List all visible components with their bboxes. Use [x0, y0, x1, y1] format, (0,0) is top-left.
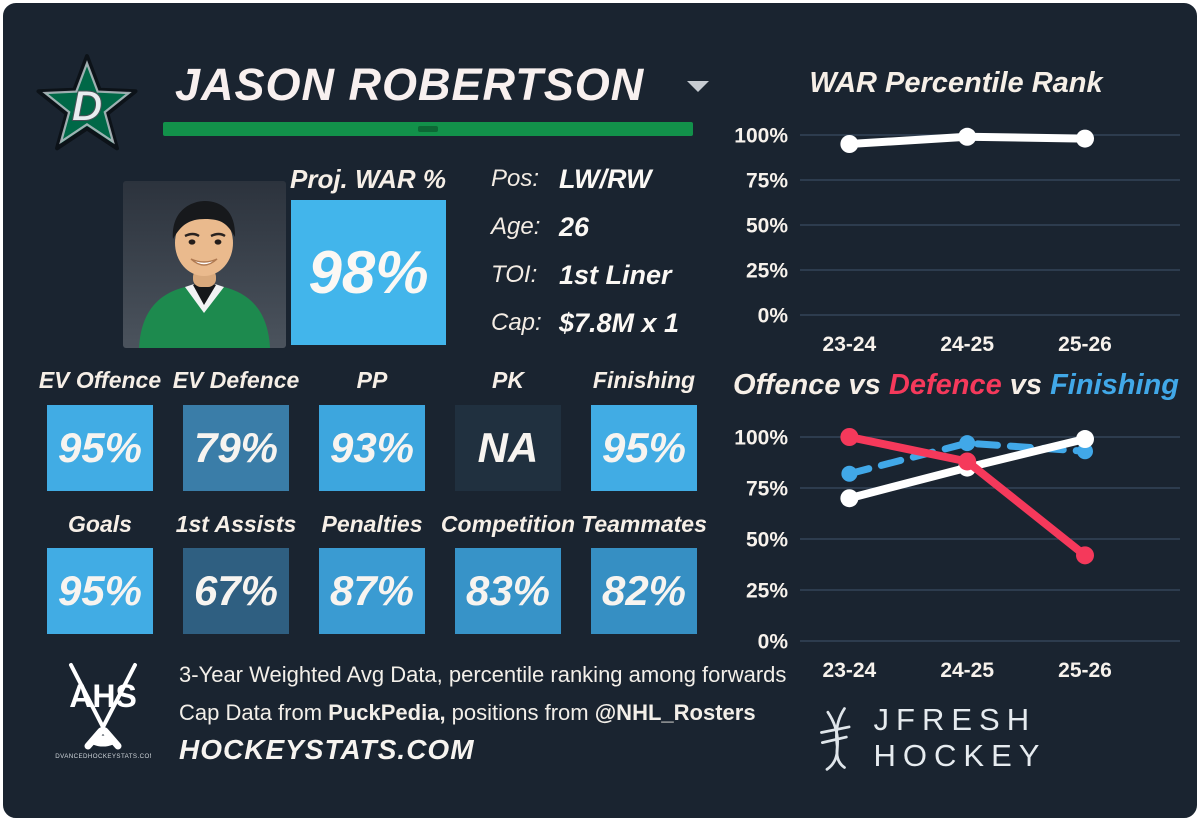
stat-box-competition: 83% [455, 548, 561, 634]
odf-chart-plot: 100% 75% 50% 25% 0% 23-24 24-25 25-26 [734, 427, 1180, 682]
stat-label-finishing: Finishing [592, 367, 696, 393]
stat-box-teammates: 82% [591, 548, 697, 634]
svg-text:25%: 25% [746, 260, 788, 283]
ahs-caption: ADVANCEDHOCKEYSTATS.COM [55, 753, 151, 760]
jfresh-logo: JFRESH HOCKEY [815, 699, 1197, 777]
stat-value: 87% [329, 567, 415, 614]
player-photo [123, 181, 286, 348]
stat-value: 95% [57, 424, 143, 471]
stat-value: 95% [601, 424, 687, 471]
chevron-down-icon[interactable] [687, 81, 709, 92]
bar-handle [418, 126, 438, 132]
proj-war-label: Proj. WAR % [289, 164, 446, 194]
svg-text:25-26: 25-26 [1058, 333, 1112, 356]
pos-label: Pos: [491, 165, 540, 192]
stat-value: 82% [601, 567, 687, 614]
stat-box-ev-offence: 95% [47, 405, 153, 491]
stat-value: 93% [329, 424, 415, 471]
stat-box-finishing: 95% [591, 405, 697, 491]
svg-text:50%: 50% [746, 529, 788, 552]
hockeystats-link[interactable]: HOCKEYSTATS.COM [179, 734, 475, 765]
proj-war-value: 98% [308, 239, 429, 306]
svg-text:0%: 0% [758, 631, 789, 654]
war-chart-title: WAR Percentile Rank [809, 67, 1103, 99]
ahs-logo: AHS ADVANCEDHOCKEYSTATS.COM [55, 663, 151, 760]
svg-text:100%: 100% [734, 427, 788, 450]
cap-label: Cap: [491, 309, 542, 336]
svg-text:24-25: 24-25 [940, 333, 994, 356]
stat-label-pp: PP [356, 367, 388, 393]
stat-label-1st-assists: 1st Assists [175, 511, 297, 537]
stat-box-ev-defence: 79% [183, 405, 289, 491]
toi-value: 1st Liner [559, 259, 672, 290]
svg-text:100%: 100% [734, 125, 788, 148]
age-value: 26 [559, 211, 590, 242]
stat-label-competition: Competition [440, 511, 576, 537]
war-percentile-chart: WAR Percentile Rank 100% 75% 50% 25% 0% 23-24… [725, 67, 1187, 363]
info-row-age: Age: 26 [491, 209, 721, 245]
stat-label-goals: Goals [68, 511, 132, 537]
svg-text:D: D [72, 82, 103, 130]
svg-text:75%: 75% [746, 478, 788, 501]
stat-value: 95% [57, 567, 143, 614]
stat-value: 79% [193, 424, 279, 471]
svg-text:23-24: 23-24 [823, 333, 877, 356]
svg-text:50%: 50% [746, 215, 788, 238]
offence-defence-finishing-chart: Offence vs Defence vs Finishing 100% 75% 5… [725, 369, 1187, 689]
team-color-bar [163, 122, 693, 136]
stat-value: 67% [193, 567, 279, 614]
stat-box-penalties: 87% [319, 548, 425, 634]
stat-value: NA [477, 424, 539, 471]
age-label: Age: [491, 213, 541, 240]
stat-label-teammates: Teammates [581, 511, 707, 537]
cap-value: $7.8M x 1 [559, 307, 680, 338]
svg-text:25-26: 25-26 [1058, 659, 1112, 682]
war-chart-plot: 100% 75% 50% 25% 0% 23-24 24-25 25-26 [734, 125, 1180, 356]
stat-value: 83% [465, 567, 551, 614]
stat-box-pk: NA [455, 405, 561, 491]
ahs-text: AHS [69, 678, 137, 714]
svg-text:25%: 25% [746, 580, 788, 603]
svg-text:75%: 75% [746, 170, 788, 193]
stat-box-goals: 95% [47, 548, 153, 634]
svg-text:24-25: 24-25 [940, 659, 994, 682]
player-name-dropdown[interactable]: JASON ROBERTSON [175, 59, 645, 110]
stat-box-1st-assists: 67% [183, 548, 289, 634]
info-row-pos: Pos: LW/RW [491, 161, 721, 197]
stat-label-pk: PK [492, 367, 524, 393]
proj-war-box: 98% [291, 200, 446, 345]
pos-value: LW/RW [559, 163, 652, 194]
info-row-toi: TOI: 1st Liner [491, 257, 721, 293]
odf-chart-title: Offence vs Defence vs Finishing [733, 369, 1179, 401]
stat-box-pp: 93% [319, 405, 425, 491]
toi-label: TOI: [491, 261, 538, 288]
footer-line-1: 3-Year Weighted Avg Data, percentile ran… [179, 662, 787, 687]
stat-label-ev-offence: EV Offence [38, 367, 162, 393]
footer-line-2: Cap Data from PuckPedia, positions from … [179, 700, 756, 725]
info-row-cap: Cap: $7.8M x 1 [491, 305, 721, 341]
jfresh-label: JFRESH HOCKEY [873, 702, 1047, 773]
jfresh-monogram-icon [820, 707, 851, 771]
svg-text:0%: 0% [758, 305, 789, 328]
dallas-stars-logo: D [36, 54, 138, 151]
svg-text:23-24: 23-24 [823, 659, 877, 682]
stat-label-penalties: Penalties [321, 511, 423, 537]
stat-label-ev-defence: EV Defence [172, 367, 300, 393]
